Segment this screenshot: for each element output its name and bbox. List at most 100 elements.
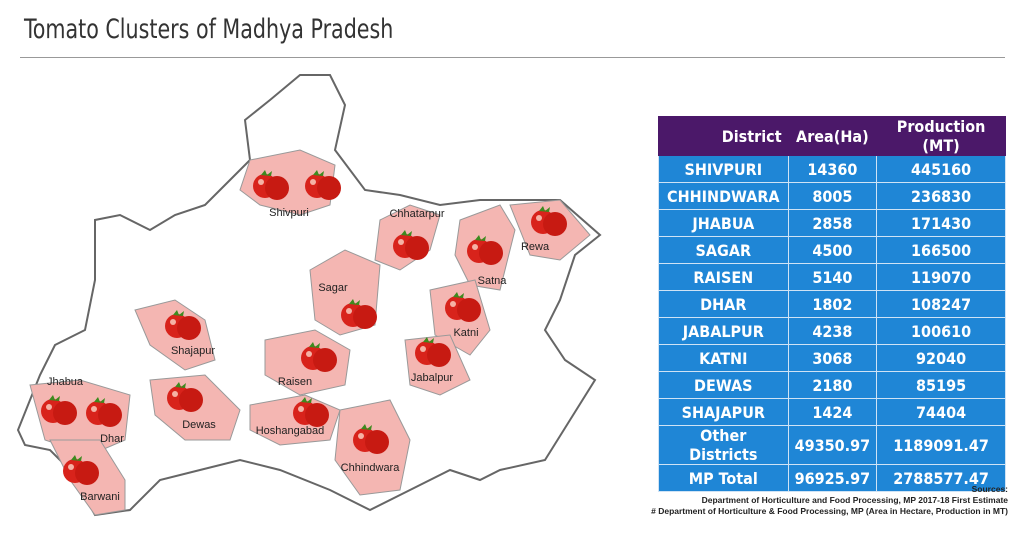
tomato-leaf — [401, 230, 412, 236]
tomato-highlight — [420, 346, 426, 352]
tomato-highlight — [170, 319, 176, 325]
tomato-icon — [293, 397, 329, 427]
table-cell: 445160 — [876, 155, 1006, 183]
table-cell: 2858 — [787, 209, 878, 237]
tomato-icon — [415, 337, 451, 367]
tomato-highlight — [68, 464, 74, 470]
tomato-leaf — [361, 424, 372, 430]
tomato-body — [177, 316, 201, 340]
table-cell: JHABUA — [658, 209, 789, 237]
table-cell: Area(Ha) — [787, 116, 878, 156]
tomato-highlight — [472, 244, 478, 250]
table-cell: 8005 — [787, 182, 878, 210]
table-row: SHAJAPUR 1424 74404 — [658, 398, 1006, 426]
tomato-leaf — [313, 170, 324, 176]
tomato-highlight — [298, 406, 304, 412]
tomato-icon — [531, 206, 567, 236]
table-cell: 119070 — [876, 263, 1006, 291]
tomato-leaf — [261, 170, 272, 176]
table-cell: 166500 — [876, 236, 1006, 264]
table-cell: 1802 — [787, 290, 878, 318]
table-cell: 5140 — [787, 263, 878, 291]
tomato-highlight — [172, 391, 178, 397]
tomato-leaf — [349, 299, 360, 305]
tomato-highlight — [310, 179, 316, 185]
tomato-leaf — [309, 342, 320, 348]
table-cell: 14360 — [787, 155, 878, 183]
source-line: # Department of Horticulture & Food Proc… — [651, 506, 1008, 516]
tomato-leaf — [173, 310, 184, 316]
tomato-highlight — [91, 406, 97, 412]
tomato-body — [305, 403, 329, 427]
district-label: Shajapur — [171, 345, 215, 357]
table-cell: 4238 — [787, 317, 878, 345]
tomato-body — [427, 343, 451, 367]
tomato-body — [457, 298, 481, 322]
table-cell: 236830 — [876, 182, 1006, 210]
district-label: Chhatarpur — [389, 208, 444, 220]
tomato-icon — [86, 397, 122, 427]
table-cell: 1424 — [787, 398, 878, 426]
table-cell: MP Total — [658, 464, 789, 492]
table-row: JABALPUR 4238 100610 — [658, 317, 1006, 345]
tomato-highlight — [450, 301, 456, 307]
tomato-highlight — [346, 308, 352, 314]
tomato-highlight — [398, 239, 404, 245]
table-row: District Area(Ha) Production (MT) — [658, 116, 1006, 156]
district-label: Dewas — [182, 419, 216, 431]
tomato-icon — [63, 455, 99, 485]
map: Shivpuri Chhatarpur Rewa Satna Sagar Katni Sha… — [16, 74, 602, 517]
tomato-icon — [41, 395, 77, 425]
table-cell: 96925.97 — [787, 464, 878, 492]
tomato-leaf — [175, 382, 186, 388]
table-cell: 2180 — [787, 371, 878, 399]
tomato-icon — [467, 235, 503, 265]
district-label: Raisen — [278, 376, 312, 388]
tomato-leaf — [94, 397, 105, 403]
table-row: KATNI 3068 92040 — [658, 344, 1006, 372]
divider — [20, 57, 1005, 58]
district-cluster — [29, 379, 131, 456]
tomato-body — [479, 241, 503, 265]
table-row: CHHINDWARA 8005 236830 — [658, 182, 1006, 210]
table-cell: RAISEN — [658, 263, 789, 291]
district-label: Satna — [478, 275, 508, 287]
tomato-icon — [445, 292, 481, 322]
table-cell: 108247 — [876, 290, 1006, 318]
table-cell: KATNI — [658, 344, 789, 372]
tomato-highlight — [46, 404, 52, 410]
district-label: Hoshangabad — [256, 425, 325, 437]
table-cell: 4500 — [787, 236, 878, 264]
tomato-body — [313, 348, 337, 372]
table-cell: 74404 — [876, 398, 1006, 426]
district-label: Barwani — [80, 491, 120, 503]
table-cell: 85195 — [876, 371, 1006, 399]
tomato-highlight — [306, 351, 312, 357]
tomato-body — [53, 401, 77, 425]
district-label: Jhabua — [47, 376, 84, 388]
tomato-icon — [393, 230, 429, 260]
table-cell: 92040 — [876, 344, 1006, 372]
tomato-leaf — [453, 292, 464, 298]
table-row: MP Total 96925.97 2788577.47 — [658, 464, 1006, 492]
table-cell: DEWAS — [658, 371, 789, 399]
table-cell: 3068 — [787, 344, 878, 372]
tomato-body — [179, 388, 203, 412]
district-label: Shivpuri — [269, 207, 309, 219]
table-cell: Production (MT) — [876, 116, 1006, 156]
district-label: Dhar — [100, 433, 124, 445]
tomato-leaf — [423, 337, 434, 343]
district-label: Jabalpur — [411, 372, 454, 384]
tomato-highlight — [536, 215, 542, 221]
tomato-icon — [253, 170, 289, 200]
district-label: Katni — [453, 327, 478, 339]
tomato-icon — [305, 170, 341, 200]
tomato-body — [75, 461, 99, 485]
table-cell: 1189091.47 — [876, 425, 1006, 465]
table-cell: CHHINDWARA — [658, 182, 789, 210]
tomato-icon — [167, 382, 203, 412]
table-cell: 2788577.47 — [876, 464, 1006, 492]
tomato-icon — [341, 299, 377, 329]
tomato-body — [353, 305, 377, 329]
